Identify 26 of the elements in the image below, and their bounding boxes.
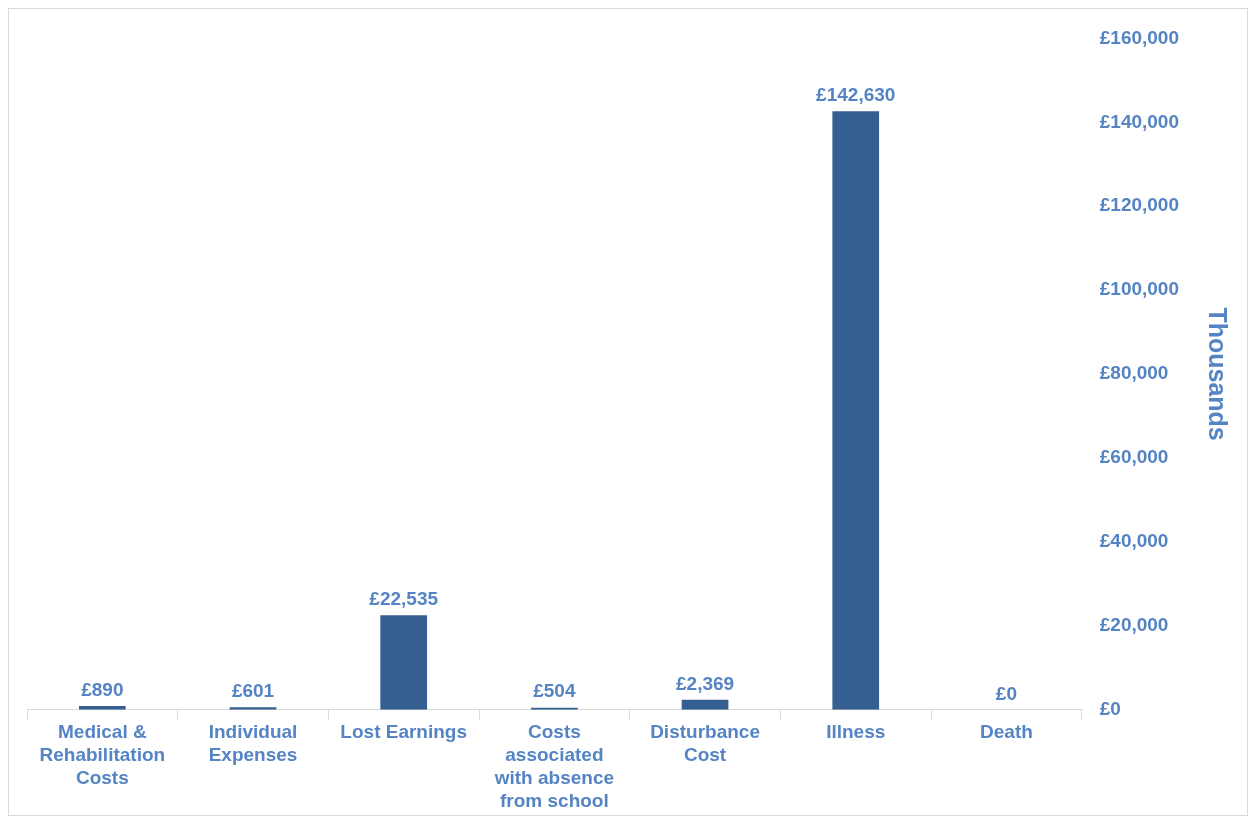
- bar: [832, 111, 880, 710]
- y-tick-label: £140,000: [1099, 110, 1179, 132]
- data-label: £890: [81, 678, 124, 700]
- data-label: £0: [995, 682, 1017, 704]
- y-tick-label: £80,000: [1099, 362, 1169, 384]
- bar: [380, 615, 428, 710]
- data-label: £142,630: [816, 84, 896, 106]
- x-tick-label: Lost Earnings: [340, 721, 468, 743]
- data-label: £601: [231, 680, 275, 702]
- data-label: £22,535: [369, 587, 439, 609]
- data-label: £2,369: [675, 672, 735, 694]
- x-tick-label: Illness: [826, 721, 886, 743]
- x-tick-label: Disturbance Cost: [650, 721, 760, 766]
- y-tick-label: £0: [1099, 698, 1121, 720]
- y-tick-label: £60,000: [1099, 446, 1169, 468]
- x-tick-label: Costs associated with absence from school: [493, 721, 615, 811]
- y-tick-label: £40,000: [1099, 530, 1169, 552]
- y-tick-label: £120,000: [1099, 194, 1179, 216]
- y-tick-label: £100,000: [1099, 278, 1179, 300]
- x-tick-label: Individual Expenses: [208, 721, 298, 766]
- x-tick-label: Death: [980, 721, 1033, 743]
- y-tick-label: £20,000: [1099, 614, 1169, 636]
- x-tick-label: Medical & Rehabilitation Costs: [39, 721, 166, 789]
- y-axis-title: Thousands: [1204, 307, 1233, 441]
- data-label: £504: [533, 680, 576, 702]
- y-tick-label: £160,000: [1099, 26, 1179, 48]
